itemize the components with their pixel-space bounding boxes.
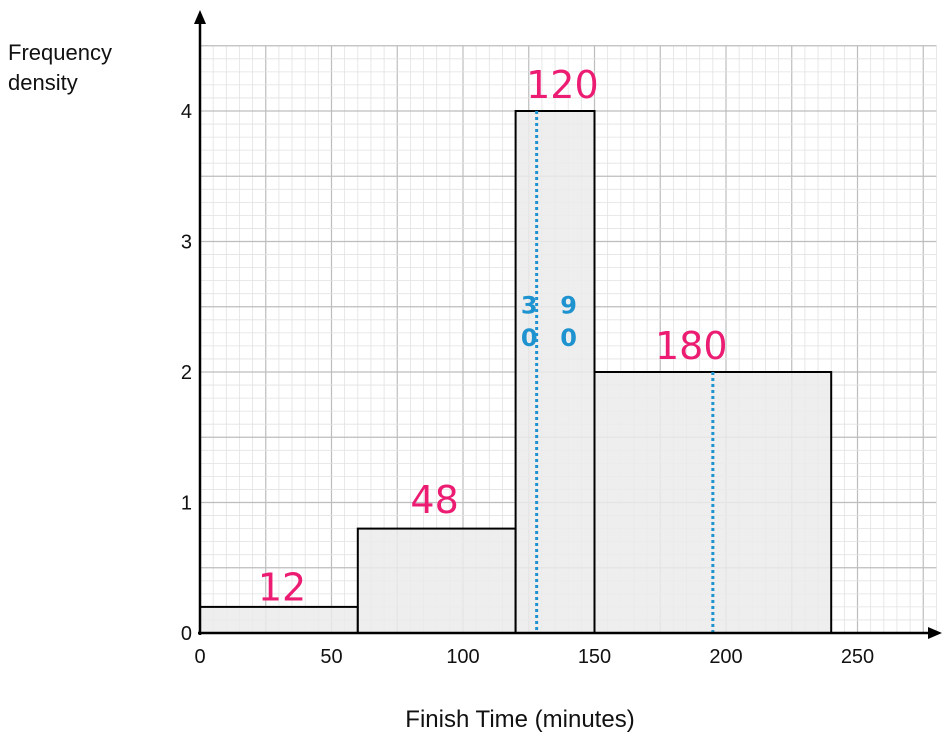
y-tick-label: 0 bbox=[181, 623, 192, 645]
x-tick-label: 0 bbox=[194, 646, 205, 668]
working-annotation: 9 bbox=[560, 291, 577, 319]
frequency-annotation: 180 bbox=[655, 324, 728, 368]
histogram-bar-4 bbox=[593, 371, 833, 634]
axes bbox=[194, 10, 942, 639]
histogram-bar-2 bbox=[356, 527, 517, 634]
y-tick-label: 3 bbox=[181, 232, 192, 254]
x-tick-label: 200 bbox=[709, 646, 742, 668]
x-tick-label: 50 bbox=[320, 646, 342, 668]
y-axis-label-line-1: Frequency bbox=[8, 40, 112, 65]
y-tick-label: 4 bbox=[181, 101, 192, 123]
reference-lines bbox=[535, 111, 715, 633]
histogram-bar-1 bbox=[199, 605, 359, 635]
x-axis-arrow bbox=[928, 627, 942, 639]
x-tick-label: 100 bbox=[446, 646, 479, 668]
frequency-annotation: 120 bbox=[526, 63, 599, 107]
y-axis-arrow bbox=[194, 10, 206, 24]
working-annotation: 0 bbox=[560, 324, 577, 352]
x-tick-label: 250 bbox=[841, 646, 874, 668]
working-annotation: 0 bbox=[521, 324, 538, 352]
working-annotation: 3 bbox=[521, 291, 538, 319]
y-tick-label: 2 bbox=[181, 362, 192, 384]
x-axis-label: Finish Time (minutes) bbox=[405, 706, 635, 733]
y-axis-label-line-2: density bbox=[8, 70, 78, 95]
y-tick-label: 1 bbox=[181, 493, 192, 515]
x-tick-label: 150 bbox=[578, 646, 611, 668]
histogram-bar-3 bbox=[514, 110, 596, 634]
frequency-annotation: 12 bbox=[258, 565, 306, 609]
frequency-annotation: 48 bbox=[410, 478, 458, 522]
